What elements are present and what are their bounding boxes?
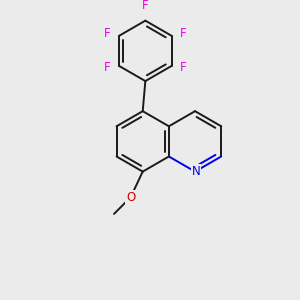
Text: F: F xyxy=(104,61,111,74)
Text: F: F xyxy=(180,61,187,74)
Text: N: N xyxy=(192,165,200,178)
Text: F: F xyxy=(180,27,187,40)
Text: F: F xyxy=(104,27,111,40)
Text: O: O xyxy=(126,191,135,204)
Text: F: F xyxy=(142,0,149,12)
